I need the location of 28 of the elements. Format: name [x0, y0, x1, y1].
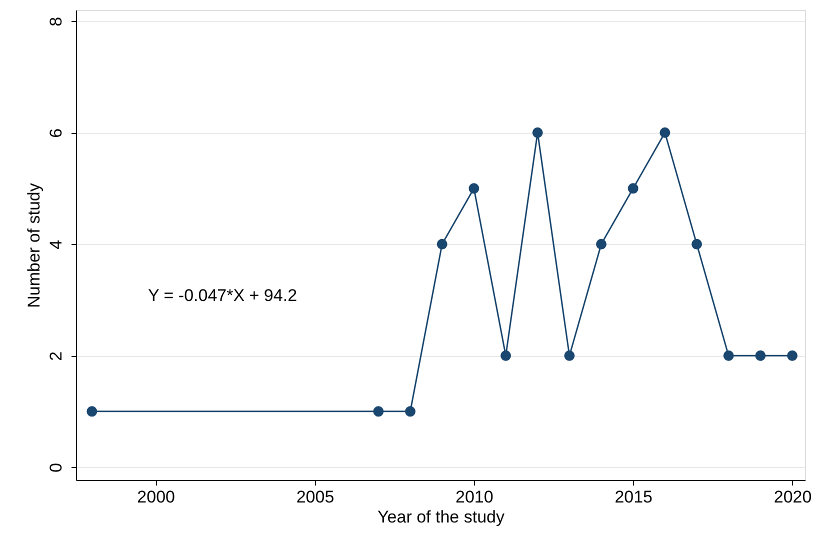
y-tick-label: 0 [46, 462, 66, 472]
point [468, 183, 480, 194]
point [787, 350, 798, 361]
point [564, 350, 575, 361]
y-tick-label: 8 [46, 16, 66, 26]
point [628, 183, 638, 194]
x-tick-label: 2005 [296, 488, 334, 506]
point [692, 238, 702, 250]
point [723, 350, 734, 361]
point [532, 127, 543, 138]
annotation: Y = -0.047*X + 94.2 [148, 286, 298, 305]
y-tick-label: 4 [46, 240, 66, 250]
point [500, 350, 512, 361]
x-axis-title: Year of the study [378, 508, 505, 526]
point [755, 350, 766, 361]
x-tick-label: 2015 [614, 488, 653, 506]
point [596, 238, 607, 250]
point [373, 406, 384, 417]
point [436, 238, 448, 250]
y-tick-label: 6 [46, 128, 66, 138]
x-tick-label: 2020 [774, 488, 812, 506]
point [660, 127, 670, 138]
point [86, 406, 98, 417]
point [405, 406, 416, 417]
y-axis-title: Number of study [24, 182, 44, 308]
x-tick-label: 2010 [456, 488, 494, 506]
y-tick-label: 2 [46, 351, 66, 361]
x-tick-label: 2000 [137, 488, 175, 506]
